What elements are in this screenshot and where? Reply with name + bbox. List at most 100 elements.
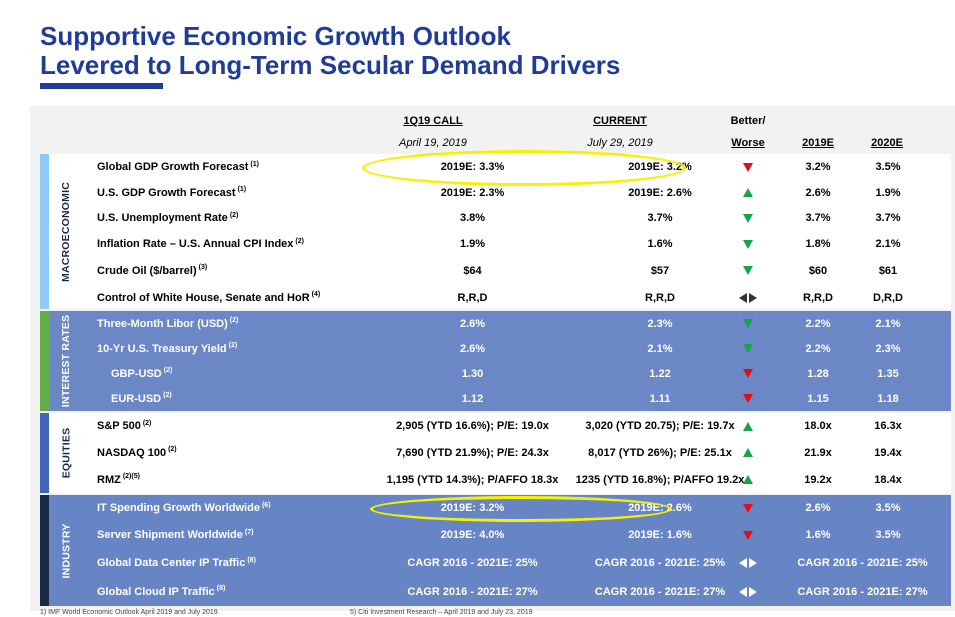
row-label: Global Cloud IP Traffic (8) bbox=[97, 577, 225, 606]
row-label: Global GDP Growth Forecast (1) bbox=[97, 154, 259, 180]
cell-2019e: 3.2% bbox=[805, 161, 831, 173]
cell-1q19-call: 1.9% bbox=[459, 238, 486, 250]
industry-side-bar bbox=[40, 495, 49, 606]
row-footnote-ref: (7) bbox=[244, 528, 254, 536]
cell-better-worse bbox=[715, 154, 781, 180]
cell-1q19-call: 1.12 bbox=[461, 392, 484, 405]
cell-2019e-2020e-span: CAGR 2016 - 2021E: 25% bbox=[797, 557, 928, 569]
row-label: Control of White House, Senate and HoR (4… bbox=[97, 284, 320, 311]
row-label: NASDAQ 100 (2) bbox=[97, 439, 177, 466]
header-better: Better/ bbox=[730, 115, 766, 127]
row-label: S&P 500 (2) bbox=[97, 413, 151, 439]
table-row: IT Spending Growth Worldwide (6) 2019E: 3.… bbox=[40, 495, 951, 521]
cell-1q19-call: CAGR 2016 - 2021E: 25% bbox=[407, 557, 538, 569]
table-row: S&P 500 (2) 2,905 (YTD 16.6%); P/E: 19.0x 3… bbox=[40, 413, 951, 439]
band-equities bbox=[40, 413, 951, 493]
trend-down-red-icon bbox=[743, 530, 753, 540]
cell-2020e: 19.4x bbox=[874, 446, 902, 459]
row-label-text: IT Spending Growth Worldwide bbox=[97, 502, 260, 514]
row-footnote-ref: (2) bbox=[163, 392, 172, 399]
header-call-date: April 19, 2019 bbox=[399, 137, 467, 149]
row-footnote-ref: (4) bbox=[311, 291, 321, 298]
band-macroeconomic bbox=[40, 154, 951, 309]
cell-current: 2019E: 1.6% bbox=[628, 529, 692, 541]
header-1q19-call: 1Q19 CALL bbox=[403, 115, 463, 127]
cell-current: 2019E: 2.6% bbox=[628, 502, 692, 514]
table-row: Crude Oil ($/barrel) (3) $64 $57 $60 $61 bbox=[40, 257, 951, 284]
band-industry bbox=[40, 495, 951, 606]
cell-2020e: 2.1% bbox=[875, 238, 901, 250]
cell-2020e: 2.1% bbox=[875, 317, 901, 330]
row-label-text: RMZ bbox=[97, 473, 121, 486]
header-2020e: 2020E bbox=[871, 137, 903, 149]
row-label: Inflation Rate – U.S. Annual CPI Index (2… bbox=[97, 231, 304, 257]
row-label: Server Shipment Worldwide (7) bbox=[97, 521, 253, 549]
table-row: U.S. GDP Growth Forecast (1) 2019E: 2.3% 20… bbox=[40, 180, 951, 205]
cell-current: 2019E: 2.6% bbox=[628, 186, 692, 199]
cell-2020e: 16.3x bbox=[874, 420, 902, 432]
title-line-2: Levered to Long-Term Secular Demand Driv… bbox=[40, 50, 621, 80]
row-footnote-ref: (8) bbox=[247, 556, 256, 564]
cell-better-worse bbox=[715, 549, 781, 577]
row-label: Crude Oil ($/barrel) (3) bbox=[97, 257, 207, 284]
table-row: U.S. Unemployment Rate (2) 3.8% 3.7% 3.7% 3.7… bbox=[40, 205, 951, 231]
cell-current: CAGR 2016 - 2021E: 25% bbox=[594, 557, 726, 569]
table-row: Global Cloud IP Traffic (8) CAGR 2016 - 20… bbox=[40, 577, 951, 606]
row-footnote-ref: (2) bbox=[228, 342, 238, 349]
cell-2020e: 1.35 bbox=[877, 367, 899, 380]
cell-current: 3.7% bbox=[647, 212, 673, 224]
cell-1q19-call: 2019E: 2.3% bbox=[440, 186, 505, 199]
trend-up-green-icon bbox=[743, 188, 753, 197]
trend-flat-icon bbox=[739, 292, 757, 303]
cell-2020e: 3.5% bbox=[875, 529, 901, 541]
row-label-text: 10-Yr U.S. Treasury Yield bbox=[97, 342, 227, 355]
cell-better-worse bbox=[715, 336, 781, 361]
cell-better-worse bbox=[715, 284, 781, 311]
cell-current: 1.22 bbox=[649, 367, 671, 380]
trend-up-green-icon bbox=[743, 475, 753, 484]
header-worse: Worse bbox=[731, 137, 765, 149]
cell-2020e: 3.7% bbox=[875, 212, 901, 224]
row-label-text: Global GDP Growth Forecast bbox=[97, 161, 249, 173]
cell-current: 1.6% bbox=[647, 238, 673, 250]
header-current-date: July 29, 2019 bbox=[587, 137, 653, 149]
table-row: Control of White House, Senate and HoR (4… bbox=[40, 284, 951, 311]
table-row: Global Data Center IP Traffic (8) CAGR 201… bbox=[40, 549, 951, 577]
cell-2019e: 18.0x bbox=[804, 420, 832, 432]
header-2019e: 2019E bbox=[802, 137, 834, 149]
cell-better-worse bbox=[715, 205, 781, 231]
arrow-right-icon bbox=[749, 292, 757, 303]
arrow-left-icon bbox=[739, 586, 747, 597]
cell-current: 2019E: 3.2% bbox=[628, 161, 692, 173]
cell-better-worse bbox=[715, 521, 781, 549]
cell-2019e-2020e-span: CAGR 2016 - 2021E: 27% bbox=[797, 585, 928, 598]
row-footnote-ref: (2) bbox=[229, 317, 239, 324]
cell-current: 1.11 bbox=[649, 392, 671, 405]
row-label-text: Global Data Center IP Traffic bbox=[97, 557, 246, 569]
rates-side-bar bbox=[40, 311, 49, 411]
trend-flat-icon bbox=[739, 558, 757, 568]
arrow-left-icon bbox=[739, 292, 747, 303]
trend-up-green-icon bbox=[743, 448, 753, 457]
cell-2019e: 1.15 bbox=[807, 392, 829, 405]
table-row: Server Shipment Worldwide (7) 2019E: 4.0% 2… bbox=[40, 521, 951, 549]
row-label-text: Control of White House, Senate and HoR bbox=[97, 291, 310, 304]
arrow-right-icon bbox=[749, 586, 757, 597]
row-label: Global Data Center IP Traffic (8) bbox=[97, 549, 256, 577]
cell-current: 1235 (YTD 16.8%); P/AFFO 19.2x bbox=[575, 473, 745, 486]
cell-better-worse bbox=[715, 466, 781, 493]
row-label-text: Server Shipment Worldwide bbox=[97, 529, 243, 541]
cell-1q19-call: 1.30 bbox=[461, 367, 484, 380]
row-footnote-ref: (2) bbox=[295, 237, 304, 245]
row-footnote-ref: (2) bbox=[229, 211, 239, 219]
footnote-left: 1) IMF World Economic Outlook April 2019… bbox=[40, 609, 218, 616]
row-label: IT Spending Growth Worldwide (6) bbox=[97, 495, 271, 521]
row-label-text: S&P 500 bbox=[97, 420, 141, 432]
cell-better-worse bbox=[715, 577, 781, 606]
row-label-text: Global Cloud IP Traffic bbox=[97, 585, 215, 598]
cell-1q19-call: 2019E: 3.2% bbox=[440, 502, 505, 514]
row-footnote-ref: (3) bbox=[198, 264, 208, 271]
trend-down-red-icon bbox=[743, 369, 753, 378]
trend-down-red-icon bbox=[743, 162, 753, 172]
title-line-1: Supportive Economic Growth Outlook bbox=[40, 21, 511, 51]
